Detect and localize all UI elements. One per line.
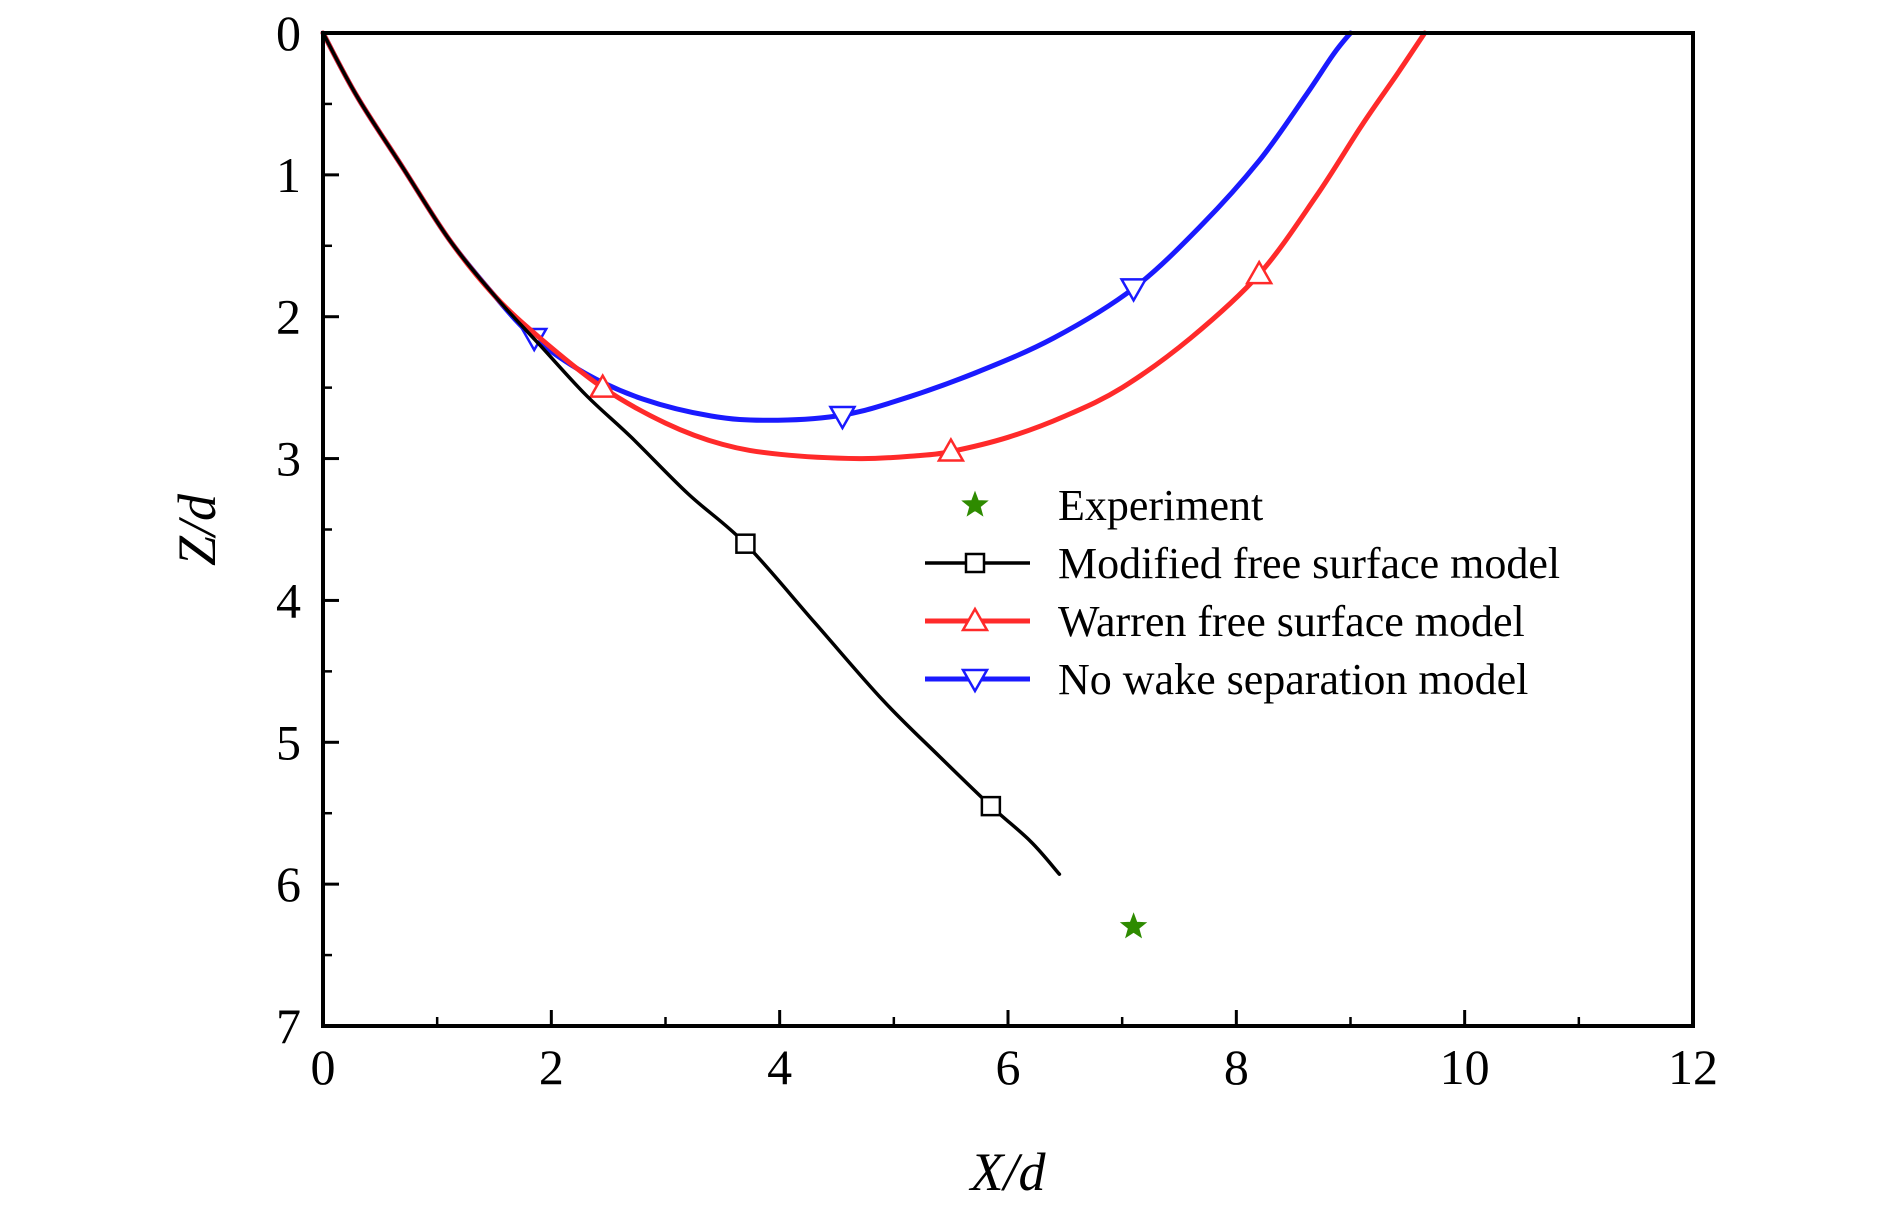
x-ticks: 0 2 4 6 8 10 12 (311, 1010, 1718, 1095)
data-point-no-wake-separation-model-1 (828, 405, 857, 431)
plot-curves (320, 30, 1428, 939)
series-modified-free-surface-model (321, 31, 1062, 876)
x-axis-label: X/d (969, 1142, 1047, 1202)
series-line-warren-free-surface-model (320, 30, 1428, 462)
series-experiment (1119, 912, 1148, 939)
y-ticks: 0 1 2 3 4 5 6 7 (276, 5, 339, 1054)
legend-item-experiment: Experiment (961, 481, 1263, 530)
data-point-experiment-0 (1119, 912, 1148, 939)
x-tick-label: 0 (311, 1039, 336, 1095)
data-point-modified-free-surface-model-0 (735, 533, 756, 554)
series-line-no-wake-separation-model (320, 30, 1353, 423)
x-tick-label: 2 (539, 1039, 564, 1095)
x-tick-label: 6 (996, 1039, 1021, 1095)
legend-item-modified-free-surface-model: Modified free surface model (925, 539, 1560, 588)
legend-marker (964, 552, 986, 574)
legend-item-no-wake-separation-model: No wake separation model (925, 655, 1528, 704)
data-point-warren-free-surface-model-1 (936, 436, 966, 462)
y-tick-label: 6 (276, 856, 301, 912)
x-tick-label: 12 (1668, 1039, 1718, 1095)
y-tick-label: 5 (276, 714, 301, 770)
legend-label: Experiment (1058, 481, 1263, 530)
legend-marker (961, 490, 989, 517)
legend-marker (960, 606, 990, 632)
y-tick-label: 3 (276, 431, 301, 487)
legend-marker (960, 668, 990, 694)
series-no-wake-separation-model (320, 30, 1353, 431)
y-tick-label: 1 (276, 147, 301, 203)
legend-item-warren-free-surface-model: Warren free surface model (925, 597, 1525, 646)
y-tick-label: 0 (276, 5, 301, 61)
y-tick-label: 7 (276, 998, 301, 1054)
x-tick-label: 4 (767, 1039, 792, 1095)
x-tick-label: 10 (1440, 1039, 1490, 1095)
legend-label: No wake separation model (1058, 655, 1528, 704)
data-point-modified-free-surface-model-1 (980, 795, 1002, 817)
data-point-warren-free-surface-model-2 (1245, 259, 1274, 285)
legend-label: Warren free surface model (1058, 597, 1525, 646)
legend-label: Modified free surface model (1058, 539, 1560, 588)
data-point-no-wake-separation-model-2 (1119, 278, 1148, 303)
y-axis-label: Z/d (167, 493, 227, 566)
plot-frame (321, 31, 1695, 1028)
series-warren-free-surface-model (320, 30, 1428, 462)
series-line-modified-free-surface-model (321, 31, 1062, 876)
y-tick-label: 4 (276, 572, 301, 628)
data-point-warren-free-surface-model-0 (588, 373, 617, 398)
y-tick-label: 2 (276, 289, 301, 345)
legend: Experiment Modified free surface model War… (925, 481, 1560, 704)
x-tick-label: 8 (1224, 1039, 1249, 1095)
